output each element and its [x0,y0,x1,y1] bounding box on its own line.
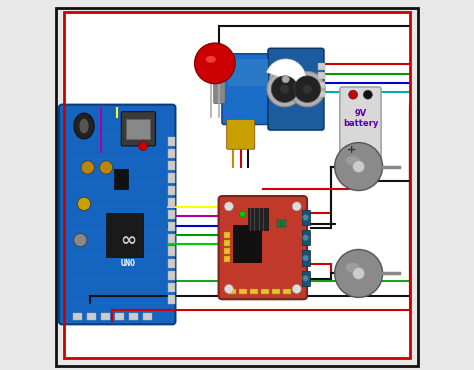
Bar [113,169,128,189]
Circle shape [282,75,289,83]
Text: 9V
battery: 9V battery [343,109,378,128]
Bar [168,149,175,158]
Bar [224,248,229,254]
Bar [282,220,285,226]
Circle shape [302,275,309,281]
Circle shape [77,197,91,211]
Text: ∞: ∞ [120,231,137,250]
Bar [115,313,124,320]
Bar [168,198,175,207]
Circle shape [349,90,357,99]
Bar [168,259,175,268]
Circle shape [294,76,320,102]
Bar [168,137,175,146]
Circle shape [364,90,372,99]
Ellipse shape [346,156,360,165]
Bar [318,82,325,88]
Bar [301,250,310,266]
Circle shape [303,85,312,94]
Bar [168,271,175,280]
Bar [233,225,261,262]
Ellipse shape [206,56,216,63]
Bar [283,289,291,294]
Bar [168,161,175,171]
Bar [129,313,138,320]
Bar [168,174,175,183]
Bar [168,295,175,304]
Circle shape [353,161,365,172]
Bar [168,210,175,219]
Bar [248,208,268,231]
Ellipse shape [346,263,360,272]
Circle shape [335,249,383,297]
Bar [250,289,258,294]
Circle shape [138,142,147,151]
Bar [277,220,281,226]
Bar [318,73,325,79]
Circle shape [302,255,309,261]
FancyBboxPatch shape [227,120,255,149]
Circle shape [271,76,298,102]
Bar [224,256,229,262]
Circle shape [280,85,289,94]
Bar [168,246,175,256]
Bar [318,91,325,97]
Bar [168,222,175,231]
Bar [87,313,96,320]
Ellipse shape [74,113,94,139]
Circle shape [73,233,87,247]
FancyBboxPatch shape [59,105,175,324]
Circle shape [302,235,309,241]
Circle shape [195,43,235,84]
Bar [127,119,150,139]
Bar [318,63,325,70]
Circle shape [225,285,233,293]
Circle shape [267,71,302,107]
Circle shape [292,202,301,211]
Wedge shape [266,59,306,86]
Bar [224,240,229,246]
Bar [168,234,175,243]
Bar [228,59,268,86]
Text: +: + [346,145,356,155]
Bar [168,283,175,292]
Circle shape [225,202,233,211]
FancyBboxPatch shape [340,87,381,161]
Circle shape [353,268,365,279]
Bar [101,313,110,320]
Bar [143,313,152,320]
Bar [73,313,82,320]
FancyBboxPatch shape [121,112,155,146]
Bar [224,232,229,238]
Circle shape [292,285,301,293]
Bar [228,289,236,294]
Circle shape [290,71,325,107]
Bar [106,213,143,257]
Text: UNO: UNO [121,259,136,268]
Bar [301,230,310,245]
Ellipse shape [80,119,89,134]
FancyBboxPatch shape [214,75,225,104]
Bar [195,62,235,65]
FancyBboxPatch shape [222,54,274,125]
Bar [272,289,280,294]
Circle shape [302,215,309,221]
Bar [301,210,310,225]
Bar [301,270,310,286]
Circle shape [335,142,383,191]
FancyBboxPatch shape [271,75,283,104]
FancyBboxPatch shape [219,196,307,299]
Bar [239,289,247,294]
Bar [168,186,175,195]
Circle shape [239,211,246,217]
FancyBboxPatch shape [268,48,324,130]
Circle shape [81,161,94,174]
Circle shape [269,71,286,87]
Bar [261,289,269,294]
Circle shape [100,161,113,174]
